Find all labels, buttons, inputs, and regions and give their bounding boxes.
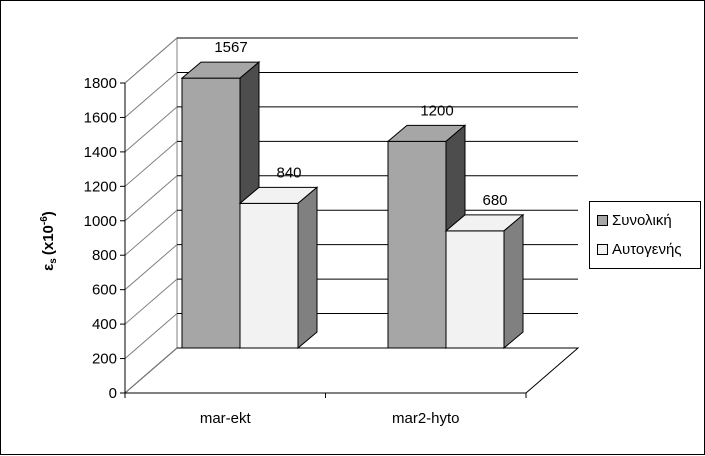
data-label: 680 xyxy=(482,192,507,209)
y-tick-label: 200 xyxy=(92,351,117,368)
y-tick-label: 1800 xyxy=(84,75,117,92)
legend-label-autogenous: Αυτογενής xyxy=(612,240,682,258)
bar-front xyxy=(445,230,505,349)
gridline-side xyxy=(124,278,178,325)
y-tick-label: 600 xyxy=(92,282,117,299)
y-tick-label: 1400 xyxy=(84,144,117,161)
bar-side xyxy=(297,186,318,350)
x-tick-label: mar-ekt xyxy=(200,410,252,427)
gridline-side xyxy=(124,209,178,256)
gridline-side xyxy=(124,313,178,359)
data-label: 840 xyxy=(276,164,301,181)
legend-swatch-total xyxy=(597,214,608,226)
gridline-side xyxy=(124,37,178,84)
gridline-side xyxy=(124,347,178,394)
legend-item-autogenous: Αυτογενής xyxy=(597,240,682,258)
tick-labels: 0 200 400 600 800 1000 1200 1400 1600 1800 mar-ekt… xyxy=(84,75,460,427)
data-labels: 1567 840 1200 680 xyxy=(214,39,507,209)
legend-label-total: Συνολική xyxy=(612,211,672,229)
axes xyxy=(120,82,527,398)
bar-front xyxy=(239,202,299,349)
bar-front xyxy=(387,140,447,349)
y-tick-label: 0 xyxy=(109,385,117,402)
bar xyxy=(444,213,525,350)
gridline-side xyxy=(124,244,178,291)
gridline-side xyxy=(124,140,178,187)
legend: Συνολική Αυτογενής xyxy=(589,201,701,269)
y-tick-label: 1600 xyxy=(84,109,117,126)
data-label: 1200 xyxy=(420,102,453,119)
y-tick-label: 1000 xyxy=(84,213,117,230)
bar xyxy=(238,186,319,350)
bar-side xyxy=(503,213,524,350)
data-label: 1567 xyxy=(214,39,247,56)
y-tick-label: 800 xyxy=(92,247,117,264)
y-tick-label: 400 xyxy=(92,316,117,333)
bars xyxy=(180,61,525,350)
floor xyxy=(123,347,580,394)
gridline-side xyxy=(124,175,178,222)
x-tick-label: mar2-hyto xyxy=(392,410,460,427)
side-wall xyxy=(124,36,178,395)
gridline-side xyxy=(124,106,178,153)
legend-swatch-autogenous xyxy=(597,243,608,255)
y-axis-label: εs(x10-6) xyxy=(39,211,59,271)
bar-front xyxy=(181,77,241,349)
legend-item-total: Συνολική xyxy=(597,211,672,229)
gridline-side xyxy=(124,72,178,118)
y-tick-label: 1200 xyxy=(84,178,117,195)
